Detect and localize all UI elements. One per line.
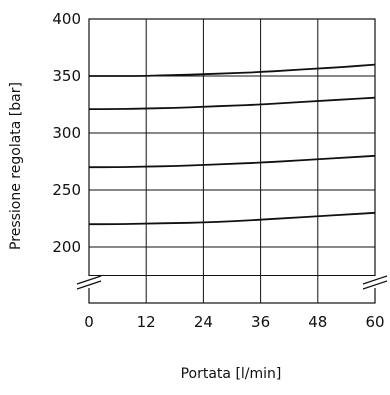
x-tick-label: 48 bbox=[308, 313, 327, 331]
tick-labels: 0 12 24 36 48 60 200 250 300 350 400 bbox=[52, 10, 384, 331]
plot-frame bbox=[88, 18, 376, 304]
series-line-1 bbox=[88, 63, 376, 77]
axis-break-slash bbox=[362, 280, 388, 290]
y-tick-label: 250 bbox=[52, 181, 81, 199]
axis-break-slash bbox=[76, 280, 102, 290]
x-tick-label: 36 bbox=[251, 313, 270, 331]
y-axis-title: Pressione regolata [bar] bbox=[8, 82, 24, 250]
series-group bbox=[88, 63, 376, 226]
axis-break-gap bbox=[77, 276, 101, 288]
axis-break-marks bbox=[76, 275, 388, 290]
grid bbox=[88, 18, 376, 303]
x-tick-label: 60 bbox=[365, 313, 384, 331]
axis-break-gap bbox=[363, 276, 387, 288]
x-tick-label: 0 bbox=[84, 313, 94, 331]
axis-break-slash bbox=[76, 275, 102, 285]
series-line-3 bbox=[88, 154, 376, 169]
series-line-4 bbox=[88, 211, 376, 226]
series-line-2 bbox=[89, 96, 376, 110]
x-axis-title: Portata [l/min] bbox=[181, 366, 282, 382]
axis-break-slash bbox=[362, 275, 388, 285]
y-tick-label: 350 bbox=[52, 67, 81, 85]
y-tick-label: 200 bbox=[52, 238, 81, 256]
y-tick-label: 300 bbox=[52, 124, 81, 142]
y-tick-label: 400 bbox=[52, 10, 81, 28]
x-tick-label: 24 bbox=[194, 313, 213, 331]
x-tick-label: 12 bbox=[137, 313, 156, 331]
plot-area-border bbox=[88, 18, 376, 304]
